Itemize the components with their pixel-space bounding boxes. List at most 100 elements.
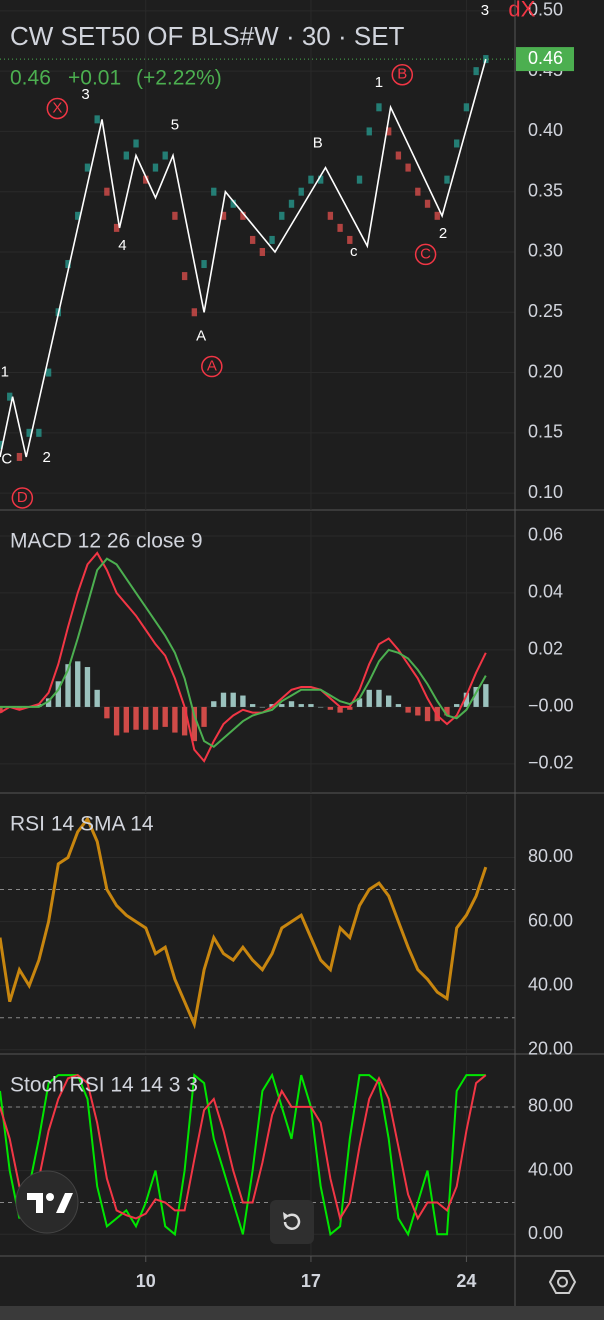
series-line xyxy=(0,551,487,763)
price-tick xyxy=(424,199,431,208)
price-tick xyxy=(7,392,13,401)
price-tick xyxy=(36,428,42,437)
price-tick xyxy=(113,223,120,232)
price-change: +0.01 xyxy=(68,67,121,90)
annotation-circle xyxy=(391,64,414,86)
wave-label: D xyxy=(17,489,28,506)
histogram-bar xyxy=(84,667,91,707)
histogram-bar xyxy=(133,706,139,730)
price-tick xyxy=(308,175,314,184)
histogram-bar xyxy=(240,695,246,707)
histogram-bar xyxy=(269,704,275,707)
reset-button[interactable] xyxy=(270,1200,314,1244)
histogram-bar xyxy=(444,706,450,716)
y-tick-label: 40.00 xyxy=(528,1159,573,1179)
price-tick xyxy=(65,260,71,269)
y-tick-label: −0.00 xyxy=(528,696,574,716)
bottom-bar xyxy=(0,1306,604,1320)
y-tick-label: −0.02 xyxy=(528,753,574,773)
price-tick xyxy=(327,211,334,220)
y-tick-label: 0.25 xyxy=(528,301,563,321)
panel-marks xyxy=(0,816,488,1030)
y-tick-label: 40.00 xyxy=(528,974,573,994)
histogram-bar xyxy=(201,706,207,727)
price-tick xyxy=(16,452,23,461)
histogram-bar xyxy=(347,706,353,710)
labels: 0.100.150.200.250.300.350.400.450.500.46… xyxy=(1,0,574,1291)
price-tick xyxy=(434,211,440,220)
histogram-bar xyxy=(104,706,110,719)
y-tick-label: 0.50 xyxy=(528,0,563,20)
histogram-bar xyxy=(483,684,489,707)
histogram-bar xyxy=(0,706,3,713)
histogram-bar xyxy=(317,706,324,708)
tradingview-logo[interactable] xyxy=(15,1170,79,1234)
y-tick-label: 0.35 xyxy=(528,180,563,200)
histogram-bar xyxy=(220,692,227,707)
y-tick-label: 0.15 xyxy=(528,422,563,442)
histogram-bar xyxy=(75,661,81,707)
settings-button[interactable] xyxy=(548,1270,577,1294)
histogram-bar xyxy=(113,706,120,736)
price-tick xyxy=(386,127,392,136)
price-tick xyxy=(26,428,32,437)
price-tick xyxy=(249,235,256,244)
price-tick xyxy=(94,115,100,124)
wave-label: C xyxy=(420,245,431,262)
histogram-bar xyxy=(211,701,217,707)
histogram-bar xyxy=(279,704,285,707)
price-tick xyxy=(405,163,411,172)
histogram-bar xyxy=(123,706,129,733)
price-tick xyxy=(473,67,479,76)
annotation-circle xyxy=(414,243,437,266)
last-price: 0.46 xyxy=(10,67,51,90)
histogram-bar xyxy=(356,698,363,707)
price-tick xyxy=(191,308,198,317)
y-tick-label: 80.00 xyxy=(528,1096,573,1116)
y-tick-label: 0.40 xyxy=(528,120,563,140)
price-tick xyxy=(75,211,81,220)
grid xyxy=(0,0,604,1262)
y-tick-label: 60.00 xyxy=(528,910,573,930)
panel-title: RSI 14 SMA 14 xyxy=(10,813,154,836)
price-tick xyxy=(123,151,129,160)
price-tick xyxy=(45,368,52,377)
histogram-bar xyxy=(16,706,23,710)
histogram-bar xyxy=(162,706,168,727)
x-tick-label: 24 xyxy=(456,1271,476,1291)
wave-label: 3 xyxy=(481,2,489,19)
last-price-box xyxy=(516,47,574,72)
series-line xyxy=(0,557,487,749)
y-tick-label: 80.00 xyxy=(528,846,573,866)
histogram-bar xyxy=(337,706,343,713)
wave-line xyxy=(0,58,487,458)
price-tick xyxy=(376,103,382,112)
y-tick-label: 20.00 xyxy=(528,1039,573,1059)
price-tick xyxy=(463,103,470,112)
price-tick xyxy=(395,151,402,160)
histogram-bar xyxy=(415,706,421,716)
price-tick xyxy=(483,55,489,64)
price-tick xyxy=(133,139,139,148)
wave-label: dX xyxy=(508,0,535,22)
histogram-bar xyxy=(181,706,188,736)
wave-label: 3 xyxy=(81,86,89,103)
x-tick-label: 10 xyxy=(136,1271,156,1291)
price-tick xyxy=(366,127,372,136)
histogram-bar xyxy=(424,706,431,722)
x-tick-label: 17 xyxy=(301,1271,321,1291)
wave-label: B xyxy=(313,134,323,151)
price-tick xyxy=(0,440,3,449)
chart-title: CW SET50 OF BLS#W · 30 · SET xyxy=(10,21,405,51)
price-tick xyxy=(337,223,343,232)
histogram-bar xyxy=(94,689,100,707)
panel-title: MACD 12 26 close 9 xyxy=(10,530,203,553)
price-tick xyxy=(181,272,188,281)
price-tick xyxy=(279,211,285,220)
histogram-bar xyxy=(395,704,402,707)
panel-marks xyxy=(0,1072,487,1237)
price-tick xyxy=(444,175,450,184)
wave-label: c xyxy=(350,243,358,260)
